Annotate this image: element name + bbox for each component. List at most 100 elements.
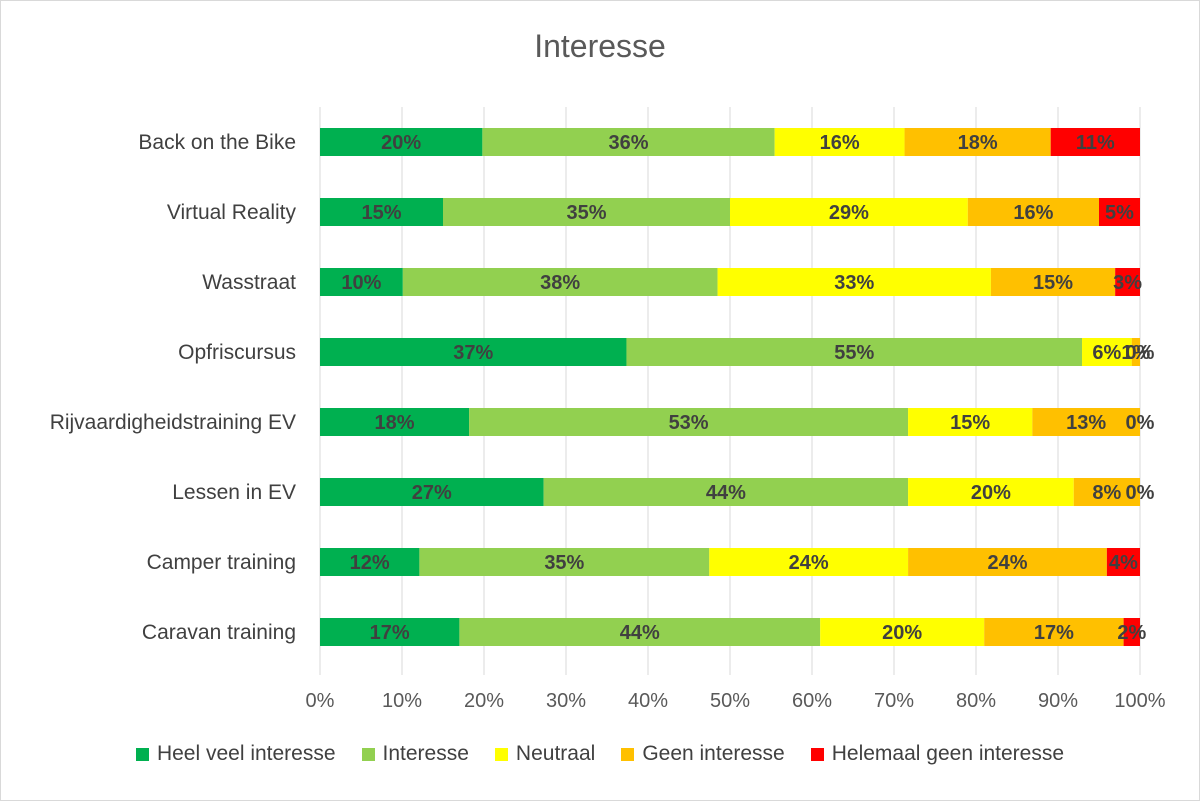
data-label: 35%	[566, 202, 606, 224]
bar-segment	[320, 408, 470, 436]
bar-segment	[320, 618, 460, 646]
bar-segment	[904, 128, 1051, 156]
category-label: Wasstraat	[202, 271, 296, 294]
x-tick-label: 100%	[1114, 690, 1165, 712]
bar-segment	[709, 548, 909, 576]
data-label: 17%	[1034, 622, 1074, 644]
x-tick-label: 20%	[464, 690, 504, 712]
category-label: Virtual Reality	[167, 201, 297, 224]
data-label: 38%	[540, 272, 580, 294]
legend-item: Interesse	[361, 742, 469, 766]
legend-swatch	[135, 747, 149, 761]
bar-segment	[320, 128, 483, 156]
data-label: 0%	[1126, 412, 1155, 434]
data-label: 3%	[1113, 272, 1142, 294]
bar-segment	[967, 198, 1099, 226]
legend-swatch	[361, 747, 375, 761]
bar-segment	[320, 338, 627, 366]
legend-label: Helemaal geen interesse	[831, 742, 1065, 765]
legend-item: Geen interesse	[621, 742, 785, 766]
bar-segment	[482, 128, 775, 156]
data-label: 20%	[971, 482, 1011, 504]
data-label: 35%	[544, 552, 584, 574]
bar-segment	[1123, 618, 1140, 646]
data-label: 44%	[706, 482, 746, 504]
bar-segment	[320, 478, 544, 506]
data-label: 16%	[1013, 202, 1053, 224]
bar-segment	[774, 128, 905, 156]
data-label: 6%	[1092, 342, 1121, 364]
bar-segment	[1050, 128, 1140, 156]
data-label: 0%	[1126, 342, 1155, 364]
data-label: 16%	[820, 132, 860, 154]
legend-label: Heel veel interesse	[156, 742, 336, 765]
data-label: 13%	[1066, 412, 1106, 434]
x-tick-label: 50%	[710, 690, 750, 712]
x-tick-label: 40%	[628, 690, 668, 712]
bar-segment	[320, 548, 420, 576]
bar-segment	[1131, 338, 1140, 366]
bar-segment	[626, 338, 1083, 366]
data-label: 27%	[412, 482, 452, 504]
bar-segment	[1073, 478, 1140, 506]
x-tick-label: 70%	[874, 690, 914, 712]
data-label: 18%	[375, 412, 415, 434]
bar-segment	[730, 198, 968, 226]
data-label: 36%	[608, 132, 648, 154]
legend-label: Neutraal	[515, 742, 596, 765]
data-label: 18%	[958, 132, 998, 154]
data-label: 20%	[381, 132, 421, 154]
bar-segment	[443, 198, 730, 226]
legend-item: Heel veel interesse	[135, 742, 336, 766]
data-label: 44%	[620, 622, 660, 644]
data-label: 33%	[834, 272, 874, 294]
category-label: Back on the Bike	[138, 131, 296, 154]
bar-segment	[908, 408, 1033, 436]
data-label: 29%	[829, 202, 869, 224]
legend-label: Geen interesse	[642, 742, 785, 765]
data-label: 24%	[987, 552, 1027, 574]
x-tick-label: 90%	[1038, 690, 1078, 712]
bar-segment	[908, 478, 1074, 506]
category-label: Rijvaardigheidstraining EV	[50, 411, 296, 434]
legend-item: Neutraal	[494, 742, 596, 766]
data-label: 20%	[882, 622, 922, 644]
category-label: Lessen in EV	[172, 481, 296, 504]
category-label: Opfriscursus	[178, 341, 296, 364]
bar-segment	[1106, 548, 1140, 576]
data-label: 15%	[1033, 272, 1073, 294]
x-tick-label: 30%	[546, 690, 586, 712]
data-label: 2%	[1117, 622, 1146, 644]
data-label: 12%	[350, 552, 390, 574]
bar-segment	[1099, 198, 1140, 226]
x-tick-label: 60%	[792, 690, 832, 712]
bar-segment	[543, 478, 909, 506]
legend-label: Interesse	[382, 742, 469, 765]
data-label: 4%	[1109, 552, 1138, 574]
data-label: 8%	[1092, 482, 1121, 504]
data-label: 37%	[453, 342, 493, 364]
chart-legend: Heel veel interesse Interesse Neutraal Geen…	[0, 742, 1200, 766]
bar-segment	[402, 268, 718, 296]
bar-segment	[908, 548, 1107, 576]
bar-segment	[1032, 408, 1140, 436]
data-label: 5%	[1105, 202, 1134, 224]
data-label: 15%	[950, 412, 990, 434]
x-tick-label: 80%	[956, 690, 996, 712]
data-label: 10%	[341, 272, 381, 294]
data-label: 24%	[789, 552, 829, 574]
bar-segment	[469, 408, 909, 436]
data-label: 53%	[669, 412, 709, 434]
bar-segment	[990, 268, 1116, 296]
bar-segment	[717, 268, 991, 296]
bar-segment	[320, 198, 443, 226]
data-label: 0%	[1126, 482, 1155, 504]
legend-swatch	[621, 747, 635, 761]
data-label: 55%	[834, 342, 874, 364]
legend-swatch	[810, 747, 824, 761]
bar-segment	[820, 618, 985, 646]
category-label: Camper training	[147, 551, 296, 574]
bar-segment	[320, 268, 403, 296]
bar-segment	[1082, 338, 1132, 366]
